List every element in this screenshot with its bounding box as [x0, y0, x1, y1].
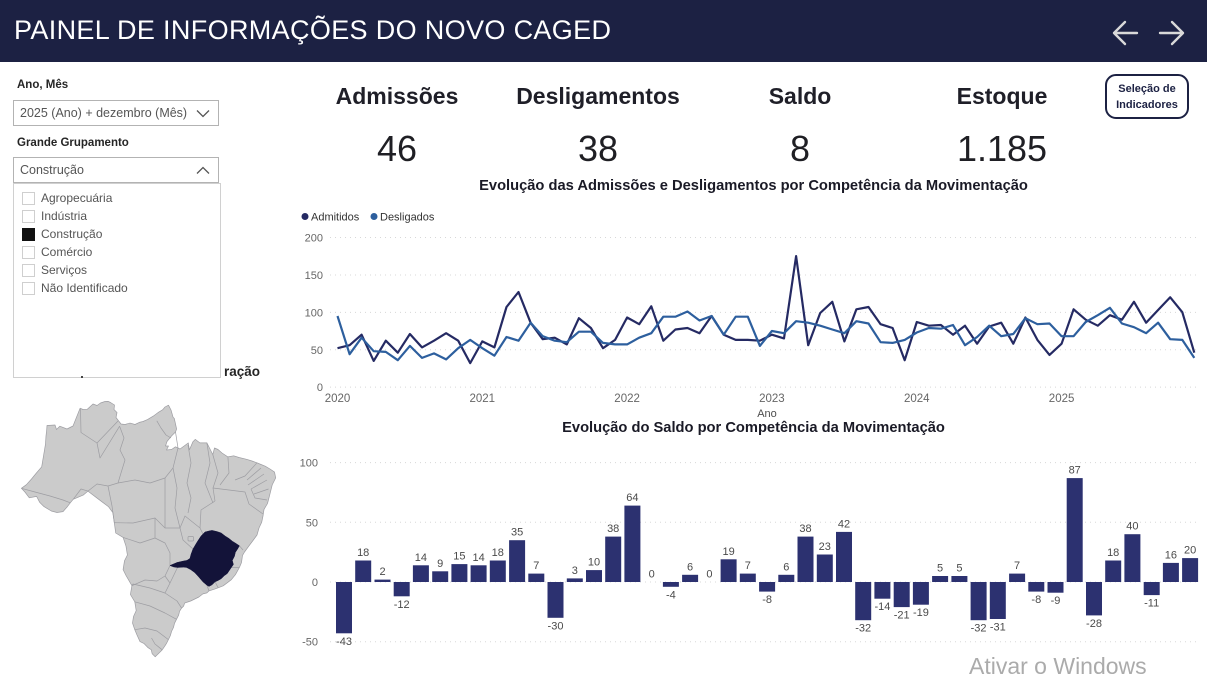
svg-text:0: 0 [649, 569, 655, 581]
svg-text:2025: 2025 [1049, 393, 1075, 405]
svg-text:50: 50 [306, 517, 318, 529]
svg-text:7: 7 [533, 560, 539, 572]
svg-text:100: 100 [300, 458, 318, 470]
svg-text:0: 0 [317, 382, 323, 394]
svg-text:14: 14 [415, 552, 427, 564]
svg-text:64: 64 [626, 492, 638, 504]
svg-text:38: 38 [607, 523, 619, 535]
svg-text:0: 0 [706, 569, 712, 581]
svg-text:-11: -11 [1144, 598, 1159, 610]
svg-text:100: 100 [305, 307, 323, 319]
svg-text:42: 42 [838, 518, 850, 530]
svg-text:9: 9 [437, 558, 443, 570]
svg-text:2: 2 [379, 566, 385, 578]
svg-text:7: 7 [1014, 560, 1020, 572]
svg-text:50: 50 [311, 345, 323, 357]
svg-text:7: 7 [745, 560, 751, 572]
svg-text:0: 0 [312, 577, 318, 589]
svg-text:-8: -8 [762, 594, 772, 606]
svg-text:Admitidos: Admitidos [311, 212, 360, 224]
svg-text:2023: 2023 [759, 393, 785, 405]
svg-text:-32: -32 [855, 623, 871, 635]
svg-text:Ano: Ano [757, 408, 777, 420]
svg-text:-19: -19 [913, 607, 929, 619]
svg-text:3: 3 [572, 565, 578, 577]
svg-text:16: 16 [1165, 549, 1177, 561]
svg-text:5: 5 [937, 563, 943, 575]
svg-text:20: 20 [1184, 545, 1196, 557]
svg-text:-21: -21 [894, 610, 910, 622]
svg-text:15: 15 [453, 551, 465, 563]
svg-text:18: 18 [492, 547, 504, 559]
svg-text:18: 18 [1107, 547, 1119, 559]
svg-text:-8: -8 [1031, 594, 1041, 606]
svg-text:-12: -12 [394, 599, 410, 611]
svg-text:6: 6 [783, 561, 789, 573]
svg-text:6: 6 [687, 561, 693, 573]
svg-text:87: 87 [1069, 465, 1081, 477]
svg-text:38: 38 [799, 523, 811, 535]
svg-text:10: 10 [588, 557, 600, 569]
svg-text:19: 19 [722, 546, 734, 558]
svg-text:150: 150 [305, 270, 323, 282]
svg-text:2022: 2022 [614, 393, 640, 405]
svg-text:-32: -32 [971, 623, 987, 635]
svg-text:-50: -50 [302, 637, 318, 649]
svg-text:2021: 2021 [470, 393, 496, 405]
svg-text:2024: 2024 [904, 393, 930, 405]
svg-text:-28: -28 [1086, 618, 1102, 630]
svg-text:14: 14 [472, 552, 484, 564]
svg-text:200: 200 [305, 233, 323, 245]
svg-text:-30: -30 [548, 620, 564, 632]
svg-text:-31: -31 [990, 622, 1006, 634]
svg-text:18: 18 [357, 547, 369, 559]
svg-text:2020: 2020 [325, 393, 351, 405]
svg-text:-9: -9 [1051, 595, 1061, 607]
svg-text:-43: -43 [336, 636, 352, 648]
svg-text:-4: -4 [666, 589, 676, 601]
svg-text:23: 23 [819, 541, 831, 553]
svg-text:35: 35 [511, 527, 523, 539]
svg-text:Desligados: Desligados [380, 212, 435, 224]
svg-text:-14: -14 [874, 601, 890, 613]
svg-text:40: 40 [1126, 521, 1138, 533]
svg-text:5: 5 [956, 563, 962, 575]
